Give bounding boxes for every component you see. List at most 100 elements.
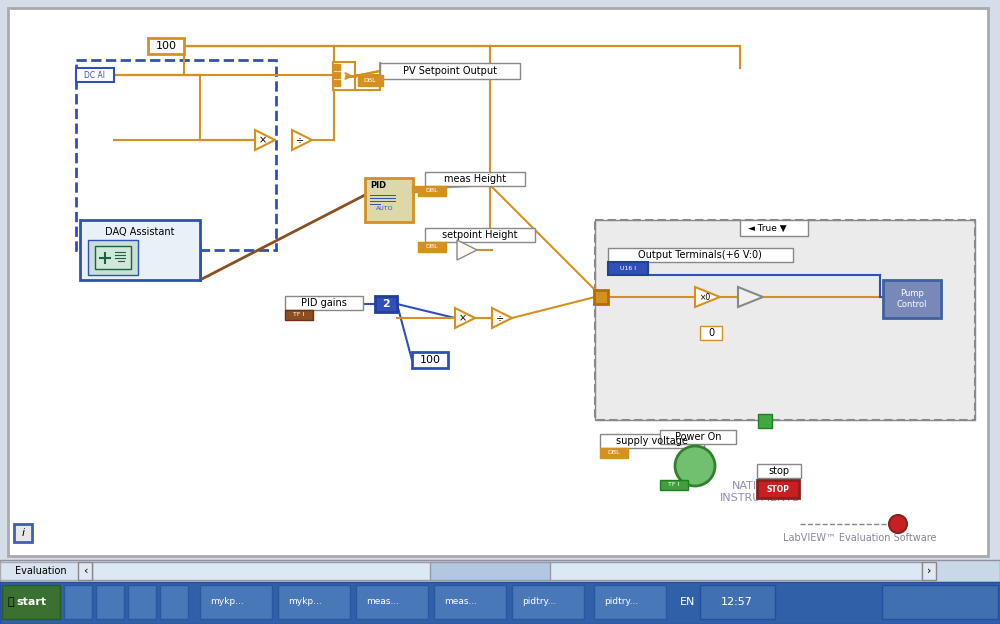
Bar bbox=[0, 582, 1000, 624]
Bar bbox=[358, 75, 383, 86]
Text: Evaluation: Evaluation bbox=[15, 566, 67, 576]
Bar bbox=[608, 248, 793, 262]
Text: 0: 0 bbox=[708, 328, 714, 338]
Text: meas Height: meas Height bbox=[444, 174, 506, 184]
Bar bbox=[883, 280, 941, 318]
Text: meas...: meas... bbox=[444, 598, 477, 607]
Text: ×: × bbox=[459, 313, 467, 323]
Text: ÷: ÷ bbox=[296, 135, 304, 145]
Bar bbox=[600, 434, 704, 448]
Text: 12:57: 12:57 bbox=[721, 597, 753, 607]
Text: PID gains: PID gains bbox=[301, 298, 347, 308]
Bar bbox=[356, 585, 428, 619]
Bar bbox=[757, 464, 801, 478]
Polygon shape bbox=[695, 287, 720, 307]
Bar bbox=[430, 562, 550, 580]
Bar bbox=[700, 585, 775, 619]
Bar bbox=[882, 585, 998, 619]
Text: TF I: TF I bbox=[668, 482, 680, 487]
Bar bbox=[660, 430, 736, 444]
Text: Output Terminals(+6 V:0): Output Terminals(+6 V:0) bbox=[638, 250, 762, 260]
Polygon shape bbox=[492, 308, 512, 328]
Bar bbox=[8, 8, 988, 556]
Bar bbox=[148, 38, 184, 54]
Bar bbox=[418, 186, 446, 196]
Bar bbox=[425, 172, 525, 186]
Bar bbox=[595, 220, 975, 420]
Text: EN: EN bbox=[680, 597, 696, 607]
Polygon shape bbox=[738, 287, 763, 307]
Text: supply voltage: supply voltage bbox=[616, 436, 688, 446]
Bar bbox=[278, 585, 350, 619]
Text: i: i bbox=[21, 528, 25, 538]
Bar bbox=[285, 310, 313, 320]
Bar bbox=[380, 63, 520, 79]
Text: ›: › bbox=[927, 566, 931, 576]
Text: pidtry...: pidtry... bbox=[522, 598, 556, 607]
Text: ‹: ‹ bbox=[83, 566, 87, 576]
Polygon shape bbox=[255, 130, 275, 150]
Circle shape bbox=[675, 446, 715, 486]
Bar bbox=[600, 448, 628, 458]
Text: stop: stop bbox=[768, 466, 790, 476]
Text: LabVIEW™ Evaluation Software: LabVIEW™ Evaluation Software bbox=[783, 533, 937, 543]
Text: Pump
Control: Pump Control bbox=[897, 290, 927, 309]
Text: AUTO: AUTO bbox=[376, 205, 394, 210]
Text: 🟢: 🟢 bbox=[8, 597, 15, 607]
Polygon shape bbox=[455, 308, 475, 328]
Bar bbox=[14, 524, 32, 542]
Text: mykp...: mykp... bbox=[210, 598, 244, 607]
Bar bbox=[700, 326, 722, 340]
Bar bbox=[365, 178, 413, 222]
Text: ×0: ×0 bbox=[700, 293, 712, 301]
Bar bbox=[594, 585, 666, 619]
Bar bbox=[922, 562, 936, 580]
Bar bbox=[595, 220, 975, 420]
Bar bbox=[757, 480, 799, 498]
Text: NATIONAL
INSTRUMENTS: NATIONAL INSTRUMENTS bbox=[720, 481, 800, 503]
Bar bbox=[740, 220, 808, 236]
Text: PID: PID bbox=[370, 182, 386, 190]
Bar bbox=[0, 560, 1000, 582]
Text: ÷: ÷ bbox=[496, 313, 504, 323]
Bar bbox=[78, 562, 92, 580]
Text: DC AI: DC AI bbox=[84, 71, 106, 79]
Bar bbox=[76, 60, 276, 250]
Text: setpoint Height: setpoint Height bbox=[442, 230, 518, 240]
Text: TF I: TF I bbox=[293, 313, 305, 318]
Bar bbox=[80, 220, 200, 280]
Text: DAQ Assistant: DAQ Assistant bbox=[105, 227, 175, 237]
Bar bbox=[92, 562, 922, 580]
Polygon shape bbox=[457, 240, 477, 260]
Bar bbox=[96, 585, 124, 619]
Bar bbox=[434, 585, 506, 619]
Bar bbox=[333, 62, 355, 90]
Text: ×: × bbox=[259, 135, 267, 145]
Bar bbox=[76, 68, 114, 82]
Text: PV Setpoint Output: PV Setpoint Output bbox=[403, 66, 497, 76]
Bar bbox=[758, 414, 772, 428]
Bar bbox=[412, 352, 448, 368]
Bar bbox=[334, 72, 340, 78]
Text: start: start bbox=[16, 597, 46, 607]
Circle shape bbox=[889, 515, 907, 533]
Bar bbox=[2, 585, 60, 619]
Bar bbox=[375, 296, 397, 312]
Bar bbox=[200, 585, 272, 619]
Bar bbox=[418, 242, 446, 252]
Bar bbox=[412, 186, 418, 192]
Bar bbox=[660, 480, 688, 490]
Text: meas...: meas... bbox=[366, 598, 399, 607]
Text: U16 I: U16 I bbox=[620, 265, 636, 270]
Bar bbox=[160, 585, 188, 619]
Text: mykp...: mykp... bbox=[288, 598, 322, 607]
Bar bbox=[64, 585, 92, 619]
Bar bbox=[285, 296, 363, 310]
Text: 2: 2 bbox=[382, 299, 390, 309]
Bar bbox=[0, 562, 80, 580]
Text: pidtry...: pidtry... bbox=[604, 598, 638, 607]
Text: ◄ True ▼: ◄ True ▼ bbox=[748, 223, 787, 233]
Bar bbox=[334, 80, 340, 86]
Bar bbox=[128, 585, 156, 619]
Text: DBL: DBL bbox=[364, 77, 376, 82]
